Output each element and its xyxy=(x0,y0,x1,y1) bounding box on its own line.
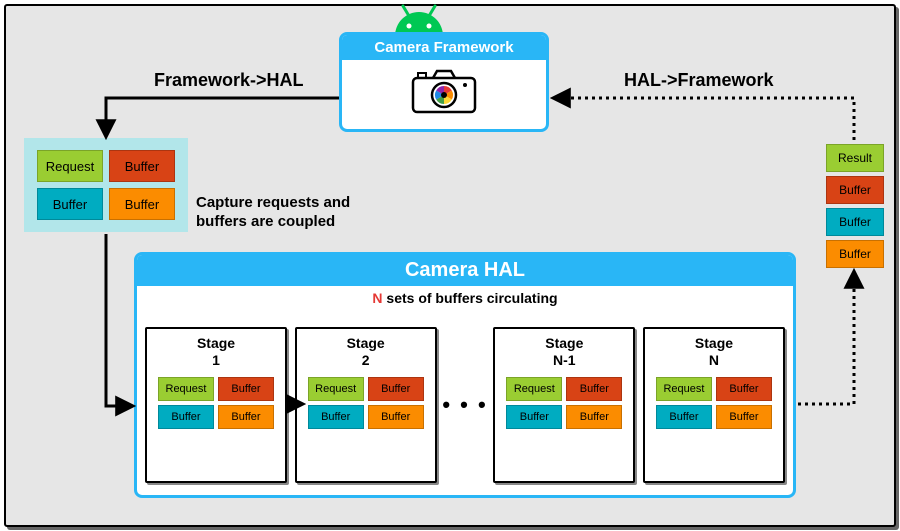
stage-chip-buffer-orange: Buffer xyxy=(716,405,772,429)
arrow-fw-to-request xyxy=(106,98,339,136)
stage-chip-buffer-red: Buffer xyxy=(368,377,424,401)
hal-subtitle-n: N xyxy=(372,290,382,306)
chip-result-buffer-orange: Buffer xyxy=(826,240,884,268)
chip-result-buffer-teal: Buffer xyxy=(826,208,884,236)
chip-buffer-red: Buffer xyxy=(109,150,175,182)
stage-ellipsis: • • • xyxy=(442,392,487,418)
label-hal-to-framework: HAL->Framework xyxy=(624,70,774,91)
hal-subtitle-rest: sets of buffers circulating xyxy=(383,290,558,306)
result-stack: Result Buffer Buffer Buffer xyxy=(826,144,884,268)
stage-2: Stage 2 Request Buffer Buffer Buffer xyxy=(295,327,437,483)
stage-n-1: Stage N-1 Request Buffer Buffer Buffer xyxy=(493,327,635,483)
chip-result-buffer-red: Buffer xyxy=(826,176,884,204)
caption-coupled-line2: buffers are coupled xyxy=(196,213,335,230)
stage-chip-request: Request xyxy=(308,377,364,401)
label-framework-to-hal: Framework->HAL xyxy=(154,70,304,91)
diagram-canvas: Camera Framework Framework->HA xyxy=(4,4,896,527)
hal-subtitle: N sets of buffers circulating xyxy=(137,286,793,308)
chip-result: Result xyxy=(826,144,884,172)
stage-chip-buffer-orange: Buffer xyxy=(218,405,274,429)
camera-framework-box: Camera Framework xyxy=(339,32,549,132)
stage-n-title: Stage N xyxy=(645,329,783,371)
request-buffer-group: Request Buffer Buffer Buffer xyxy=(24,138,188,232)
stage-chip-buffer-red: Buffer xyxy=(218,377,274,401)
camera-hal-title: Camera HAL xyxy=(137,255,793,286)
chip-buffer-teal: Buffer xyxy=(37,188,103,220)
stage-1: Stage 1 Request Buffer Buffer Buffer xyxy=(145,327,287,483)
caption-coupled-line1: Capture requests and xyxy=(196,194,350,211)
stage-chip-buffer-teal: Buffer xyxy=(308,405,364,429)
arrow-result-to-framework xyxy=(554,98,854,140)
chip-request: Request xyxy=(37,150,103,182)
android-icon xyxy=(389,0,449,30)
caption-coupled: Capture requests and buffers are coupled xyxy=(196,194,350,232)
camera-icon xyxy=(342,60,546,124)
stage-chip-buffer-orange: Buffer xyxy=(566,405,622,429)
stage-row: Stage 1 Request Buffer Buffer Buffer Sta… xyxy=(145,327,785,483)
stage-n-1-title: Stage N-1 xyxy=(495,329,633,371)
stage-chip-buffer-red: Buffer xyxy=(716,377,772,401)
stage-chip-request: Request xyxy=(506,377,562,401)
chip-buffer-orange: Buffer xyxy=(109,188,175,220)
arrow-request-to-hal xyxy=(106,234,132,406)
stage-chip-buffer-teal: Buffer xyxy=(158,405,214,429)
camera-hal-box: Camera HAL N sets of buffers circulating… xyxy=(134,252,796,498)
stage-chip-request: Request xyxy=(158,377,214,401)
stage-1-title: Stage 1 xyxy=(147,329,285,371)
stage-n: Stage N Request Buffer Buffer Buffer xyxy=(643,327,785,483)
stage-chip-buffer-teal: Buffer xyxy=(506,405,562,429)
stage-chip-buffer-orange: Buffer xyxy=(368,405,424,429)
stage-chip-buffer-teal: Buffer xyxy=(656,405,712,429)
stage-chip-buffer-red: Buffer xyxy=(566,377,622,401)
camera-framework-title: Camera Framework xyxy=(342,35,546,60)
stage-2-title: Stage 2 xyxy=(297,329,435,371)
stage-chip-request: Request xyxy=(656,377,712,401)
arrow-hal-to-result xyxy=(798,272,854,404)
